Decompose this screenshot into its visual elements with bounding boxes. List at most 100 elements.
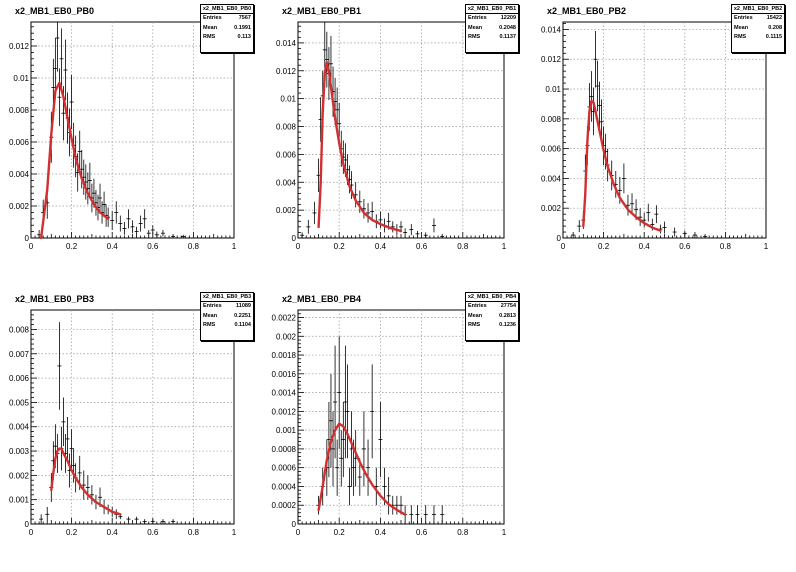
x-tick-label: 0.8 (457, 242, 469, 251)
data-point (386, 477, 391, 515)
stats-label: Entries (468, 303, 487, 309)
y-tick-label: 0 (25, 520, 30, 529)
stats-row-rms: RMS 0.1115 (732, 33, 784, 43)
data-point (682, 230, 687, 237)
data-point (69, 74, 74, 130)
data-point (703, 235, 708, 238)
stats-value: 27754 (500, 303, 516, 309)
y-tick-label: 0.003 (9, 447, 30, 456)
y-tick-label: 0.014 (276, 39, 297, 48)
stats-label: Entries (734, 15, 753, 21)
stats-label: Mean (734, 24, 749, 31)
data-point (440, 235, 445, 238)
stats-value: 0.1991 (234, 24, 251, 31)
stats-label: Entries (468, 15, 487, 21)
x-tick-label: 0 (296, 528, 301, 537)
x-tick-label: 0.8 (457, 528, 469, 537)
stats-value: 0.2251 (234, 312, 251, 319)
data-point (87, 162, 92, 198)
data-point (98, 183, 103, 213)
x-tick-label: 0.2 (334, 528, 346, 537)
data-point (300, 232, 305, 238)
fit-curve (582, 99, 662, 232)
y-tick-label: 0.0012 (272, 407, 297, 416)
y-tick-label: 0.012 (9, 42, 30, 51)
stats-value: 0.1137 (499, 34, 516, 41)
y-tick-label: 0.008 (9, 325, 30, 334)
data-point (63, 39, 68, 101)
y-tick-label: 0.001 (276, 426, 297, 435)
y-tick-label: 0.0006 (272, 464, 297, 473)
data-point (333, 345, 338, 459)
y-tick-label: 0.008 (9, 106, 30, 115)
x-tick-label: 0.8 (188, 242, 200, 251)
data-point (79, 150, 84, 189)
stats-row-rms: RMS 0.1104 (201, 321, 253, 331)
stats-label: Mean (203, 24, 218, 31)
y-tick-label: 0.006 (9, 374, 30, 383)
stats-box-name: x2_MB1_EB0_PB2 (732, 6, 784, 14)
data-point (366, 439, 371, 496)
y-tick-label: 0.0016 (272, 370, 297, 379)
stats-row-entries: Entries 15422 (732, 14, 784, 24)
stats-row-mean: Mean 0.2813 (466, 312, 518, 322)
data-point (57, 322, 62, 410)
stats-value: 0.2813 (499, 312, 516, 319)
y-tick-label: 0.006 (541, 145, 562, 154)
data-point (409, 505, 414, 524)
plot-frame (297, 309, 505, 525)
y-tick-label: 0.0014 (272, 389, 297, 398)
x-tick-label: 0.6 (147, 528, 159, 537)
stats-row-entries: Entries 27754 (466, 302, 518, 312)
data-point (150, 225, 155, 235)
stats-row-mean: Mean 0.1991 (201, 24, 253, 34)
stats-row-rms: RMS 0.1137 (466, 33, 518, 43)
data-point (378, 401, 383, 478)
y-tick-label: 0.0018 (272, 351, 297, 360)
data-point (341, 401, 346, 478)
plot-frame (30, 21, 235, 239)
y-tick-label: 0.0004 (272, 482, 297, 491)
data-point (134, 516, 139, 522)
stats-label: RMS (203, 322, 216, 329)
y-tick-label: 0.004 (276, 178, 297, 187)
data-point (160, 230, 165, 237)
stats-box: x2_MB1_EB0_PB3 Entries 11089 Mean 0.2251 RMS 0… (200, 292, 254, 341)
data-point (357, 190, 362, 213)
data-point (621, 163, 626, 194)
data-point (370, 201, 375, 222)
stats-row-mean: Mean 0.208 (732, 24, 784, 34)
data-point (142, 209, 147, 229)
chart-title: x2_MB1_EB0_PB1 (282, 6, 362, 16)
data-point (361, 411, 366, 487)
data-point (339, 430, 344, 487)
x-tick-label: 0 (29, 242, 34, 251)
data-point (370, 364, 375, 459)
data-point (83, 164, 88, 200)
data-point (625, 194, 630, 216)
x-tick-label: 0.2 (66, 242, 78, 251)
plot-frame (562, 21, 767, 239)
data-point (306, 219, 311, 234)
data-point (431, 218, 436, 233)
x-tick-label: 1 (232, 528, 237, 537)
chart-title: x2_MB1_EB0_PB0 (15, 6, 95, 16)
fit-curve (39, 81, 110, 240)
stats-box-name: x2_MB1_EB0_PB3 (201, 294, 253, 302)
x-tick-label: 0.2 (598, 242, 610, 251)
y-tick-label: 0.014 (541, 25, 562, 34)
data-point (118, 215, 123, 232)
data-point (654, 205, 659, 224)
data-point (171, 519, 176, 524)
plot-frame (297, 21, 505, 239)
data-point (77, 130, 82, 173)
data-point (110, 210, 115, 230)
stats-box: x2_MB1_EB0_PB0 Entries 7567 Mean 0.1991 RMS 0.… (200, 4, 254, 53)
data-point (69, 429, 74, 469)
data-point (440, 505, 445, 524)
y-tick-label: 0.008 (276, 123, 297, 132)
y-tick-label: 0.001 (9, 496, 30, 505)
